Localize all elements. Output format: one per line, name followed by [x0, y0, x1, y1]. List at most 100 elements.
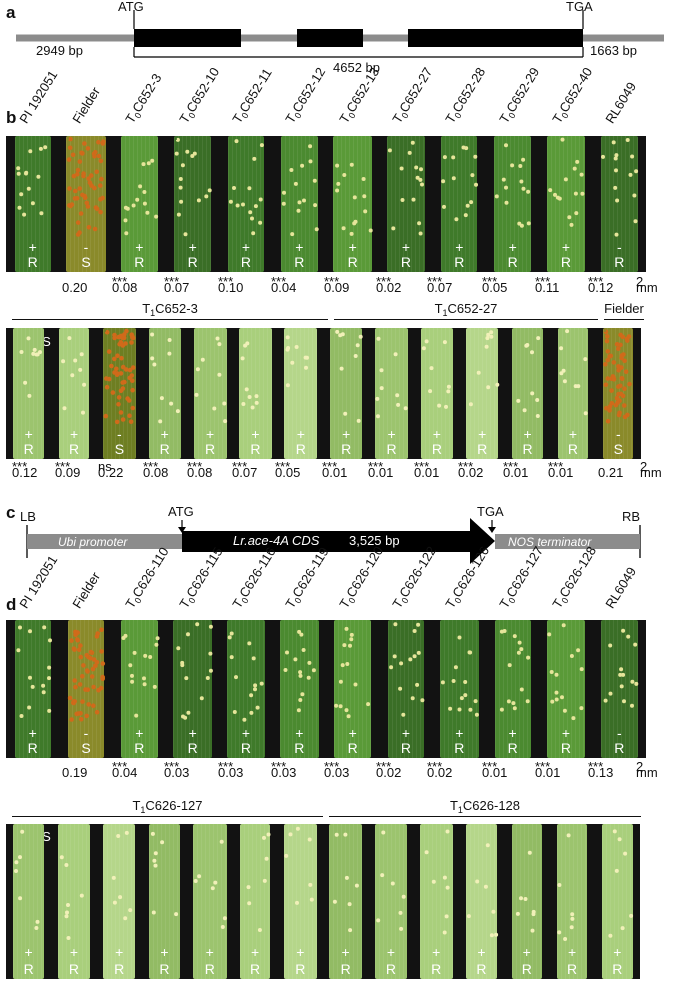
reaction-label: R	[295, 961, 306, 977]
marker-sign: +	[115, 944, 124, 960]
sample-label: T0C652-10	[176, 65, 222, 126]
significance-mark: ***	[187, 459, 203, 474]
resistant-leaf: + R	[556, 824, 588, 979]
lesion-spots	[376, 826, 378, 828]
resistant-leaf: + R	[173, 620, 213, 758]
label-suffix: C652-3	[155, 301, 198, 316]
d-top-leaf-photo: PHQS +R-S+R+R+R+R+R+R+R+R+R-R	[6, 620, 646, 758]
reaction-label: R	[477, 441, 488, 457]
group-label: T1C626-127	[12, 798, 323, 815]
reaction-label: R	[567, 961, 578, 977]
lesion-spots	[228, 622, 230, 624]
lesion-spots	[513, 826, 515, 828]
marker-sign: +	[477, 944, 486, 960]
ubi-promoter-box	[27, 534, 182, 549]
tga-label: TGA	[566, 0, 593, 14]
group-bracket	[12, 319, 328, 320]
panel-label-a: a	[6, 3, 16, 22]
significance-mark: ***	[324, 759, 340, 774]
significance-mark: ***	[458, 459, 474, 474]
lesion-spots	[558, 826, 560, 828]
lesion-spots	[335, 622, 337, 624]
reaction-label: R	[159, 441, 170, 457]
lesion-spots	[513, 330, 515, 332]
reaction-label: R	[68, 441, 80, 457]
cds-arrow	[182, 518, 495, 564]
nos-terminator-box	[495, 534, 640, 549]
reaction-label: S	[81, 740, 91, 756]
value-number: 0.20	[62, 280, 88, 295]
sample-label: T0C652-29	[496, 65, 542, 126]
cds-size-label: 3,525 bp	[349, 533, 400, 548]
marker-sign: +	[561, 239, 571, 255]
marker-sign: +	[522, 944, 531, 960]
lesion-spots	[240, 330, 242, 332]
lesion-spots	[285, 826, 287, 828]
lb-label: LB	[20, 509, 36, 524]
reaction-label: R	[114, 961, 125, 977]
resistant-leaf: + R	[120, 620, 159, 758]
resistant-leaf: + R	[192, 824, 227, 979]
label-suffix: C652-11	[236, 65, 275, 116]
reaction-label: R	[240, 740, 252, 756]
sample-label: T0C652-28	[443, 65, 489, 126]
marker-sign: +	[188, 239, 197, 255]
unit-superscript: 2	[640, 459, 648, 474]
value-number: 0.02	[458, 465, 484, 480]
marker-sign: +	[295, 725, 304, 741]
reaction-label: R	[240, 254, 252, 270]
significance-mark: ***	[275, 459, 291, 474]
value-number: 0.07	[427, 280, 453, 295]
reaction-label: R	[341, 441, 352, 457]
sample-label: T0C652-40	[549, 65, 595, 126]
unit-superscript: 2	[636, 759, 644, 774]
label-prefix: RL6049	[602, 79, 640, 126]
reaction-label: R	[521, 961, 532, 977]
lesion-spots	[602, 622, 604, 624]
resistant-leaf: + R	[149, 824, 180, 979]
unit-superscript: 2	[636, 274, 644, 289]
marker-sign: +	[613, 944, 622, 960]
significance-mark: ***	[376, 274, 392, 289]
group-bracket	[334, 319, 598, 320]
reaction-label: R	[431, 961, 442, 977]
lesion-spots	[122, 622, 124, 624]
marker-sign: +	[342, 426, 351, 442]
label-prefix: Fielder	[604, 301, 644, 316]
label-prefix: PI 192051	[15, 67, 61, 126]
significance-mark: ***	[482, 274, 498, 289]
lesion-spots	[388, 138, 390, 140]
resistant-leaf: + R	[226, 620, 266, 758]
marker-sign: +	[188, 725, 197, 741]
exon-2	[297, 29, 363, 47]
lesion-spots	[195, 330, 197, 332]
lesion-spots	[603, 826, 605, 828]
value-number: 0.12	[588, 280, 614, 295]
resistant-leaf: + R	[419, 824, 453, 979]
label-subscript: 1	[457, 805, 463, 815]
downstream-length: 1663 bp	[590, 43, 637, 58]
marker-sign: +	[28, 725, 37, 741]
significance-mark: ***	[164, 274, 180, 289]
sample-label: Fielder	[69, 84, 103, 126]
group-bracket	[604, 319, 644, 320]
significance-mark: ***	[535, 759, 551, 774]
value-number: 0.01	[368, 465, 394, 480]
reaction-label: R	[612, 961, 623, 977]
reaction-label: R	[294, 740, 305, 756]
lesion-spots	[150, 330, 152, 332]
lesion-spots	[104, 330, 106, 332]
reaction-label: R	[294, 254, 305, 270]
value-number: 0.11	[535, 280, 560, 295]
label-suffix: C652-12	[289, 64, 329, 116]
reaction-label: R	[295, 441, 306, 457]
significance-mark: ***	[271, 274, 287, 289]
unit-text: mm	[636, 765, 658, 780]
marker-sign: +	[341, 944, 350, 960]
resistant-leaf: + R	[227, 136, 265, 272]
resistant-leaf: + R	[59, 328, 89, 459]
marker-sign: +	[24, 426, 33, 442]
value-number: 0.03	[324, 765, 350, 780]
marker-sign: +	[401, 239, 411, 255]
